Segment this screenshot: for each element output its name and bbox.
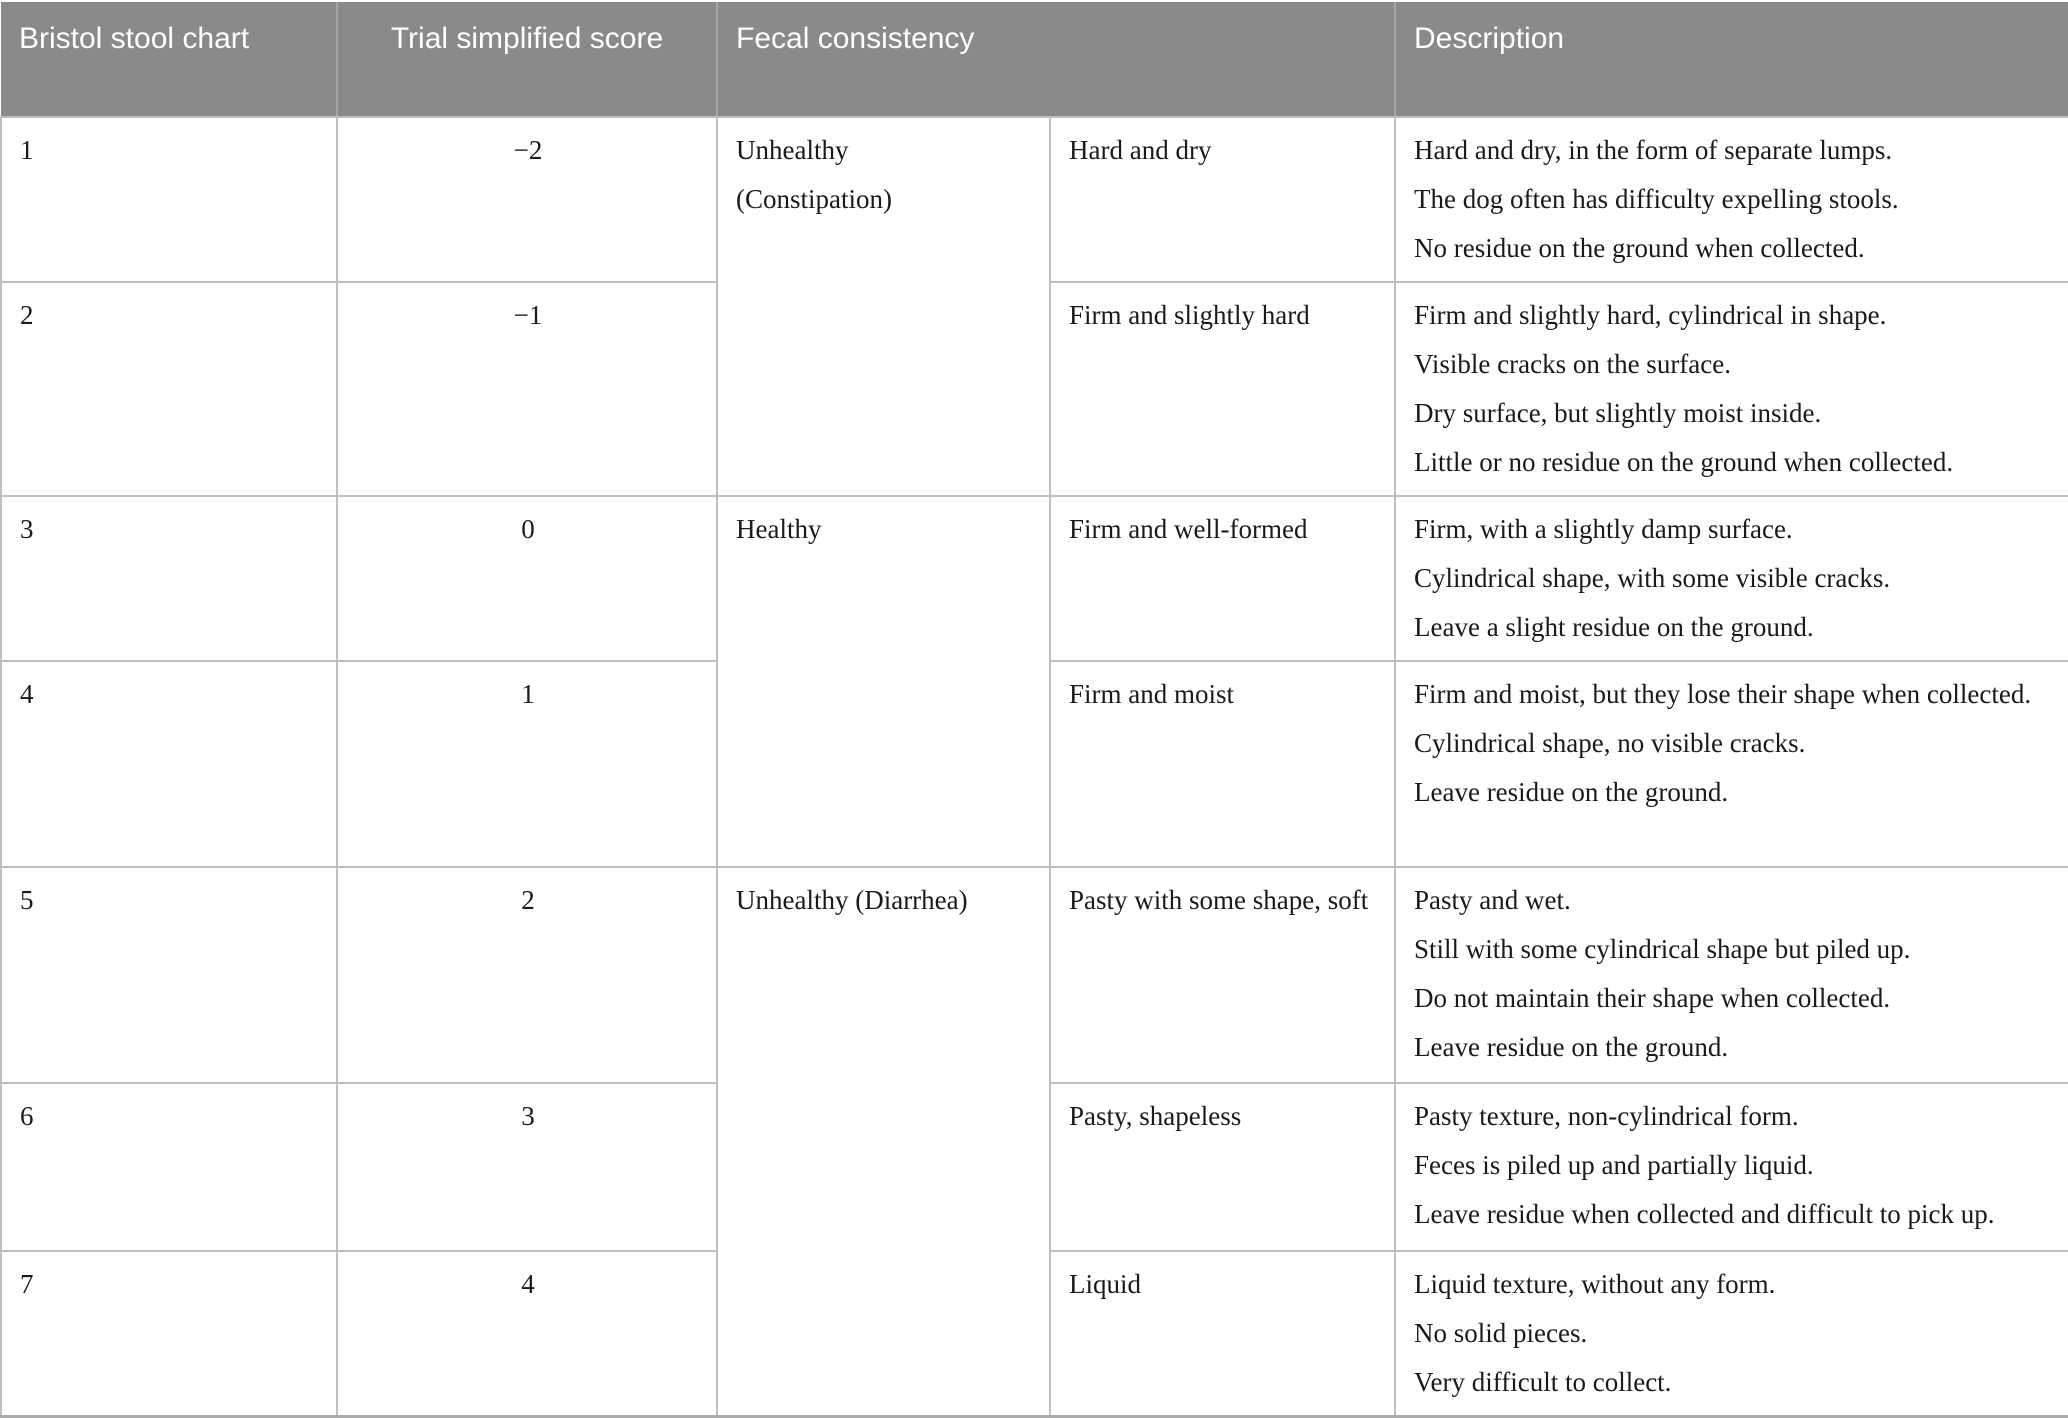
cell-chart-5: 5 — [0, 866, 338, 1084]
table-header: Bristol stool chart Trial simplified sco… — [1, 2, 2068, 118]
cell-description-2: Firm and slightly hard, cylindrical in s… — [1394, 281, 2068, 497]
cell-chart-3: 3 — [0, 495, 338, 662]
cell-consistency-2: Firm and slightly hard — [1049, 281, 1396, 497]
header-bristol-stool-chart: Bristol stool chart — [1, 2, 337, 118]
header-row: Bristol stool chart Trial simplified sco… — [1, 2, 2068, 118]
cell-description-4: Firm and moist, but they lose their shap… — [1394, 660, 2068, 868]
cell-consistency-6: Pasty, shapeless — [1049, 1082, 1396, 1252]
cell-score-2: −1 — [336, 281, 718, 497]
cell-chart-1: 1 — [0, 116, 338, 283]
cell-score-1: −2 — [336, 116, 718, 283]
cell-chart-2: 2 — [0, 281, 338, 497]
cell-chart-6: 6 — [0, 1082, 338, 1252]
cell-score-5: 2 — [336, 866, 718, 1084]
table-row-1: 1 −2 Unhealthy (Constipation) Hard and d… — [0, 116, 2068, 497]
cell-category-diarrhea: Unhealthy (Diarrhea) — [716, 866, 1051, 1418]
table-row-3: 3 0 Healthy Firm and well-formed Firm, w… — [0, 495, 2068, 868]
cell-description-3: Firm, with a slightly damp surface. Cyli… — [1394, 495, 2068, 662]
table-row-2: 2 −1 Firm and slightly hard Firm and sli… — [0, 281, 2068, 497]
cell-consistency-1: Hard and dry — [1049, 116, 1396, 283]
cell-score-3: 0 — [336, 495, 718, 662]
cell-chart-7: 7 — [0, 1250, 338, 1418]
cell-consistency-5: Pasty with some shape, soft — [1049, 866, 1396, 1084]
header-fecal-consistency: Fecal consistency — [716, 2, 1395, 118]
header-trial-simplified-score: Trial simplified score — [336, 2, 717, 118]
cell-category-healthy: Healthy — [716, 495, 1051, 868]
cell-score-7: 4 — [336, 1250, 718, 1418]
table-row-4: 4 1 Firm and moist Firm and moist, but t… — [0, 660, 2068, 868]
table-row-7: 7 4 Liquid Liquid texture, without any f… — [0, 1250, 2068, 1418]
cell-consistency-4: Firm and moist — [1049, 660, 1396, 868]
table-row-5: 5 2 Unhealthy (Diarrhea) Pasty with some… — [0, 866, 2068, 1418]
cell-score-6: 3 — [336, 1082, 718, 1252]
cell-score-4: 1 — [336, 660, 718, 868]
cell-description-7: Liquid texture, without any form. No sol… — [1394, 1250, 2068, 1418]
cell-category-constipation: Unhealthy (Constipation) — [716, 116, 1051, 497]
cell-consistency-7: Liquid — [1049, 1250, 1396, 1418]
cell-consistency-3: Firm and well-formed — [1049, 495, 1396, 662]
cell-description-6: Pasty texture, non-cylindrical form. Fec… — [1394, 1082, 2068, 1252]
header-description: Description — [1394, 2, 2068, 118]
cell-description-1: Hard and dry, in the form of separate lu… — [1394, 116, 2068, 283]
cell-description-5: Pasty and wet. Still with some cylindric… — [1394, 866, 2068, 1084]
cell-chart-4: 4 — [0, 660, 338, 868]
table-body: 1 −2 Unhealthy (Constipation) Hard and d… — [0, 116, 2068, 1418]
table-row-6: 6 3 Pasty, shapeless Pasty texture, non-… — [0, 1082, 2068, 1252]
